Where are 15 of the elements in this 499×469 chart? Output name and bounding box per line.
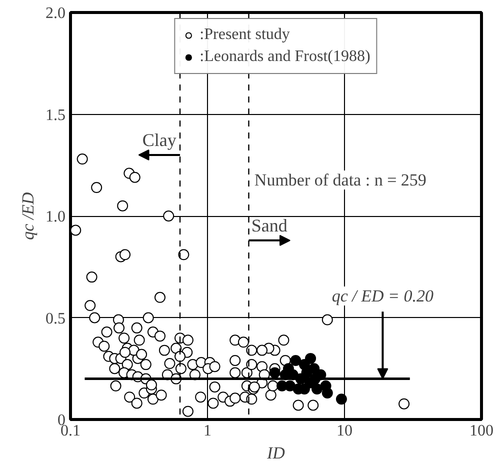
y-tick-label: 1.5 — [46, 106, 66, 124]
x-tick-label: 1 — [204, 422, 212, 440]
y-tick-label: 2.0 — [46, 5, 66, 22]
legend-label: :Leonards and Frost(1988) — [200, 48, 370, 66]
y-axis-title: qc /ED — [18, 191, 38, 240]
y-tick-label: 1.0 — [46, 208, 66, 226]
annotation: Sand — [251, 215, 288, 236]
annotation: Clay — [142, 130, 176, 150]
x-tick-label: 100 — [470, 422, 494, 440]
x-tick-label: 10 — [336, 422, 352, 440]
legend-label: :Present study — [200, 26, 290, 44]
annotation: Number of data : n = 259 — [254, 170, 426, 190]
y-tick-label: 0.5 — [46, 310, 66, 328]
annotation: qc / ED = 0.20 — [332, 286, 434, 306]
x-axis-title: ID — [266, 444, 286, 462]
